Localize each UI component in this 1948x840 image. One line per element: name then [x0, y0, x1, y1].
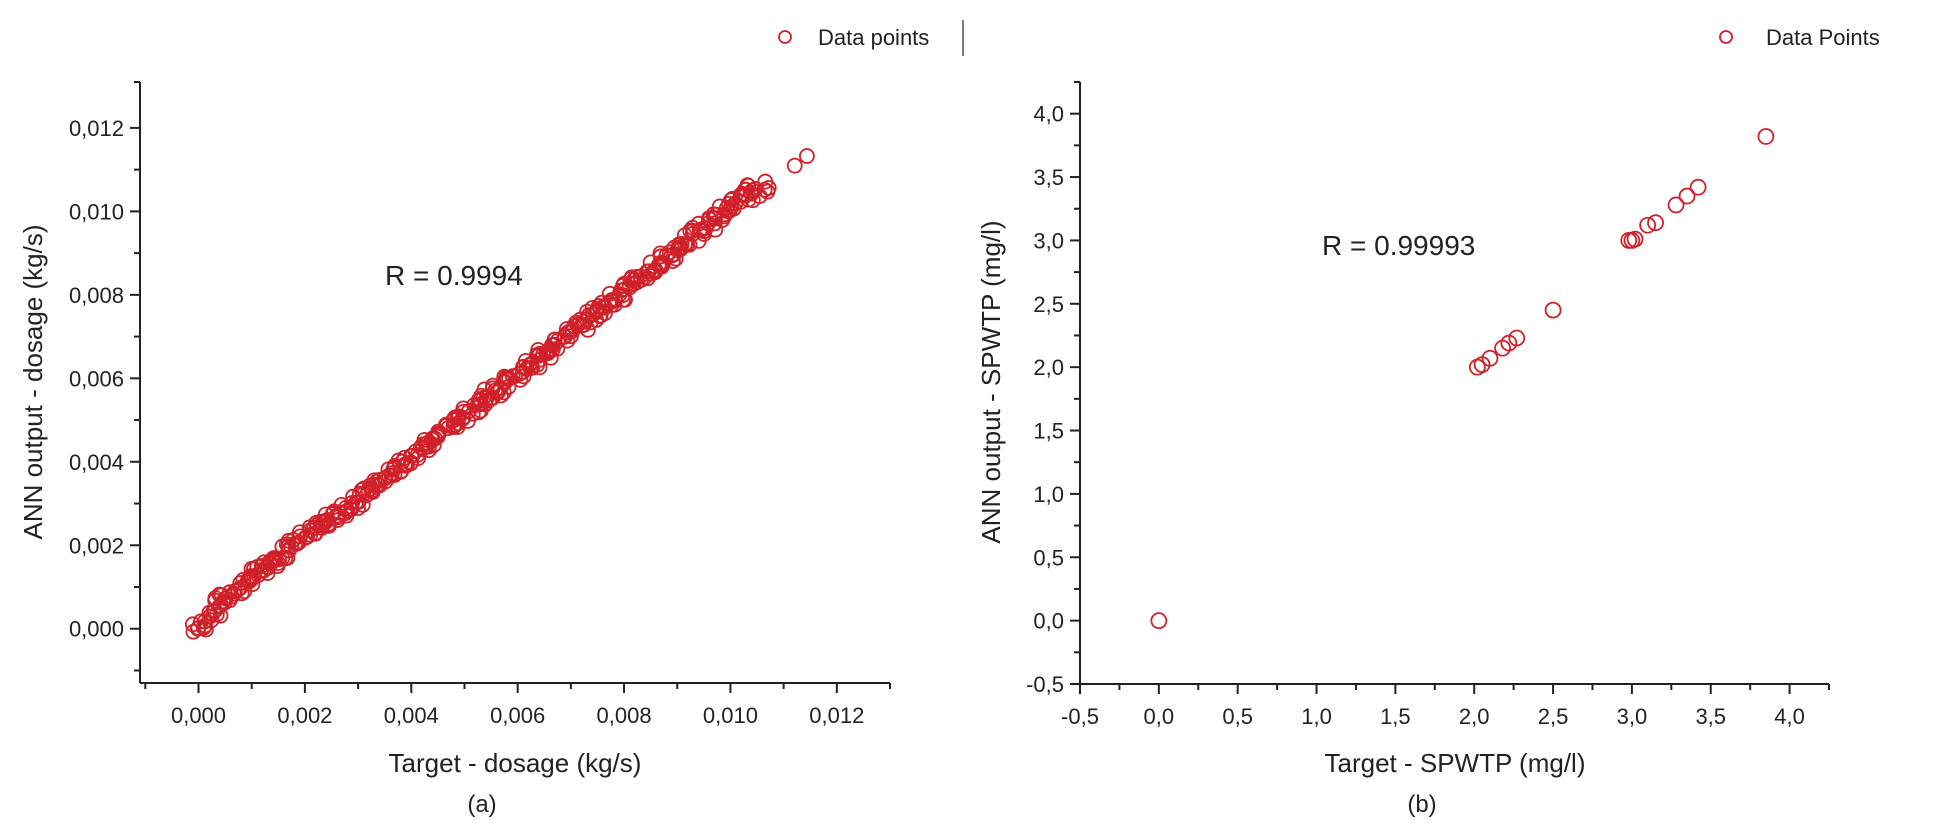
data-point [1647, 214, 1664, 232]
panel-a-legend: Data points [778, 20, 964, 56]
data-point [1481, 349, 1499, 367]
x-tick-label: 3,5 [1695, 704, 1726, 729]
panel-b-axes: -0,5 0,0 0,5 1,0 1,5 2,0 2,5 3,0 3,5 4,0 -0,5 0,0 0,… [1026, 81, 1830, 729]
data-point [518, 360, 535, 377]
data-point [196, 613, 213, 630]
data-point [799, 148, 815, 164]
panel-a-label: (a) [467, 791, 496, 818]
y-tick-label: 0,008 [69, 283, 124, 308]
data-point [653, 255, 670, 271]
x-tick-label: 1,5 [1380, 704, 1411, 729]
y-tick-label: -0,5 [1026, 672, 1064, 697]
data-point [185, 616, 201, 633]
x-tick-label: 0,012 [809, 703, 864, 728]
panel-b-r-value: R = 0.99993 [1322, 230, 1475, 261]
data-point [1757, 128, 1775, 145]
y-tick-label: 0,010 [69, 199, 124, 224]
data-point [673, 236, 690, 252]
panel-b-data-points [1150, 128, 1775, 630]
data-point [725, 200, 742, 217]
x-tick-label: 2,0 [1459, 704, 1490, 729]
x-tick-label: 0,006 [490, 703, 545, 728]
data-point [464, 405, 481, 422]
x-tick-label: 1,0 [1301, 704, 1332, 729]
data-point [786, 157, 803, 174]
legend-marker-icon [778, 30, 792, 44]
panel-a-r-value: R = 0.9994 [385, 260, 523, 291]
data-point [403, 447, 420, 464]
legend-marker-icon [1719, 30, 1733, 44]
x-tick-label: 0,0 [1144, 704, 1175, 729]
data-point [504, 368, 521, 385]
data-point [1150, 612, 1168, 630]
data-point [235, 571, 252, 588]
y-tick-label: 0,000 [69, 617, 124, 642]
data-point [697, 220, 714, 236]
panel-b-x-axis-title: Target - SPWTP (mg/l) [1324, 748, 1585, 778]
data-point [1639, 216, 1657, 234]
y-tick-label: 2,5 [1033, 292, 1064, 317]
y-tick-label: 0,004 [69, 450, 124, 475]
data-point [1508, 329, 1526, 347]
data-point [740, 177, 757, 194]
data-point [244, 576, 261, 593]
panel-a-data-points [185, 148, 815, 640]
data-point [1678, 187, 1696, 205]
x-tick-label: 0,002 [277, 703, 332, 728]
x-tick-label: 4,0 [1774, 704, 1805, 729]
data-point [472, 391, 489, 408]
y-tick-label: 4,0 [1033, 102, 1064, 127]
y-tick-label: 3,0 [1033, 228, 1064, 253]
data-point [1689, 178, 1707, 196]
panel-b-label: (b) [1407, 791, 1436, 818]
x-tick-label: 0,010 [703, 703, 758, 728]
panel-a-axes: 0,000 0,002 0,004 0,006 0,008 0,010 0,012 0,000… [69, 81, 891, 728]
data-point [607, 291, 623, 307]
y-tick-label: 0,002 [69, 533, 124, 558]
x-tick-label: 0,5 [1222, 704, 1253, 729]
panel-b-y-axis-title: ANN output - SPWTP (mg/l) [976, 220, 1006, 543]
panel-b-chart: -0,5 0,0 0,5 1,0 1,5 2,0 2,5 3,0 3,5 4,0 -0,5 0,0 0,… [976, 25, 1880, 818]
x-tick-label: 2,5 [1538, 704, 1569, 729]
data-point [546, 331, 563, 348]
data-point [1626, 230, 1644, 248]
y-tick-label: 2,0 [1033, 355, 1064, 380]
y-tick-label: 0,006 [69, 366, 124, 391]
x-tick-label: -0,5 [1061, 704, 1099, 729]
x-tick-label: 3,0 [1617, 704, 1648, 729]
x-tick-label: 0,008 [597, 703, 652, 728]
x-tick-label: 0,004 [384, 703, 439, 728]
panel-a-x-axis-title: Target - dosage (kg/s) [389, 748, 642, 778]
data-point [455, 400, 472, 417]
x-tick-label: 0,000 [171, 703, 226, 728]
y-tick-label: 0,0 [1033, 609, 1064, 634]
y-tick-label: 0,5 [1033, 545, 1064, 570]
panel-a-legend-label: Data points [818, 25, 929, 50]
data-point [757, 173, 774, 190]
data-point [221, 592, 238, 609]
panel-a-chart: 0,000 0,002 0,004 0,006 0,008 0,010 0,012 0,000… [18, 20, 964, 818]
data-point [549, 340, 566, 357]
panel-b-legend: Data Points [1719, 25, 1880, 50]
data-point [1667, 196, 1685, 214]
y-tick-label: 3,5 [1033, 165, 1064, 190]
y-tick-label: 0,012 [69, 116, 124, 141]
panel-a-y-axis-title: ANN output - dosage (kg/s) [18, 224, 48, 539]
data-point [1544, 301, 1562, 319]
panel-b-legend-label: Data Points [1766, 25, 1880, 50]
data-point [579, 321, 596, 338]
data-point [354, 496, 371, 513]
y-tick-label: 1,5 [1033, 419, 1064, 444]
y-tick-label: 1,0 [1033, 482, 1064, 507]
